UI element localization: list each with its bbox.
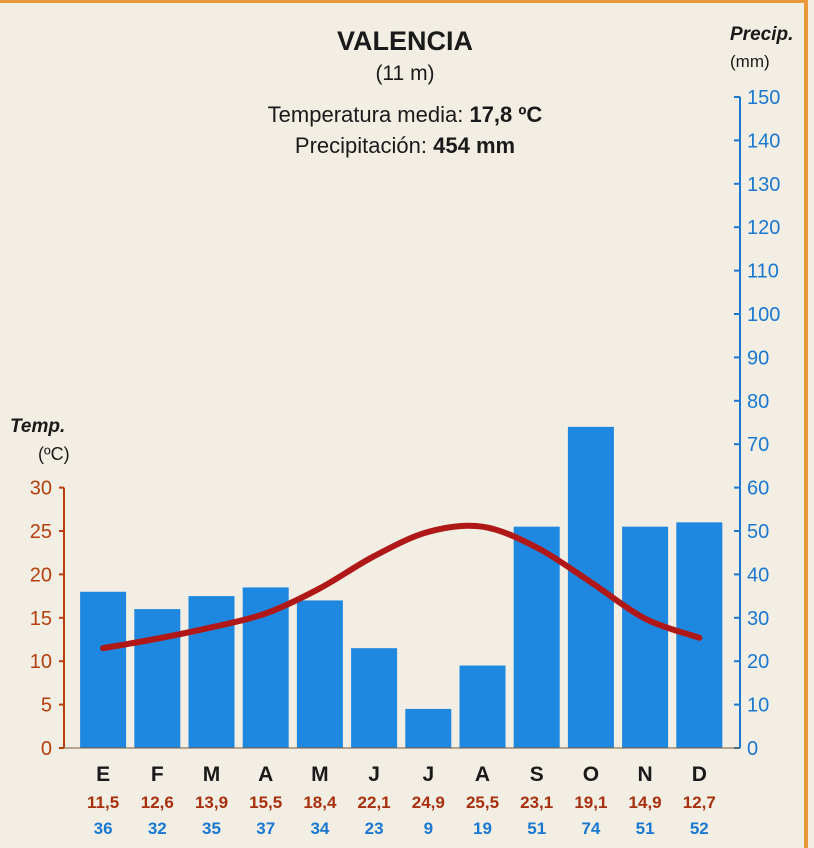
- chart-subtitle: (11 m): [375, 62, 435, 85]
- precip-bar: [567, 426, 614, 748]
- precip-value-label: 23: [365, 819, 384, 838]
- precip-bar: [188, 596, 235, 748]
- precip-value-label: 19: [473, 819, 492, 838]
- precip-value-label: 36: [94, 819, 113, 838]
- precip-axis-unit: (mm): [730, 52, 770, 71]
- temp-value-label: 13,9: [195, 793, 228, 812]
- precip-tick-label: 60: [747, 478, 769, 500]
- month-label: F: [151, 763, 164, 786]
- precip-tick-label: 10: [747, 695, 769, 717]
- temp-value-label: 18,4: [303, 793, 337, 812]
- mean-temperature: Temperatura media: 17,8 ºC: [150, 102, 660, 128]
- total-precipitation: Precipitación: 454 mm: [150, 133, 660, 159]
- precip-tick-label: 70: [747, 434, 769, 456]
- temp-tick-label: 30: [30, 478, 52, 500]
- precip-tick-label: 100: [747, 304, 780, 326]
- precip-bar: [351, 648, 398, 748]
- temp-value-label: 14,9: [629, 793, 662, 812]
- temp-value-label: 12,7: [683, 793, 716, 812]
- temp-value-label: 19,1: [574, 793, 607, 812]
- mean-temp-value: 17,8 ºC: [469, 102, 543, 127]
- month-label: S: [530, 763, 544, 786]
- precip-tick-label: 130: [747, 174, 780, 196]
- chart-title: VALENCIA: [336, 26, 473, 56]
- precip-value-label: 52: [690, 819, 709, 838]
- precip-value-label: 32: [148, 819, 167, 838]
- temp-value-label: 15,5: [249, 793, 282, 812]
- temp-axis-title: Temp.: [10, 416, 65, 437]
- precip-bar: [80, 591, 127, 748]
- precip-value-label: 74: [581, 819, 600, 838]
- temp-tick-label: 5: [41, 695, 52, 717]
- month-label: N: [638, 763, 653, 786]
- precip-value-label: 35: [202, 819, 221, 838]
- precip-value-label: 51: [527, 819, 546, 838]
- month-label: J: [368, 763, 380, 786]
- precip-tick-label: 140: [747, 130, 780, 152]
- month-label: J: [422, 763, 434, 786]
- precip-tick-label: 40: [747, 564, 769, 586]
- precip-tick-label: 30: [747, 608, 769, 630]
- month-label: D: [692, 763, 707, 786]
- precip-value-label: 34: [310, 819, 329, 838]
- temp-value-label: 12,6: [141, 793, 174, 812]
- precip-tick-label: 90: [747, 347, 769, 369]
- month-label: A: [258, 763, 273, 786]
- temp-value-label: 25,5: [466, 793, 499, 812]
- precip-axis-title: Precip.: [730, 24, 793, 45]
- temp-value-label: 11,5: [87, 793, 119, 812]
- temp-tick-label: 20: [30, 564, 52, 586]
- temp-tick-label: 15: [30, 608, 52, 630]
- precip-total-label: Precipitación:: [294, 133, 427, 158]
- temp-tick-label: 0: [41, 738, 52, 760]
- precip-bar: [459, 665, 506, 748]
- precip-value-label: 9: [424, 819, 433, 838]
- precip-tick-label: 50: [747, 521, 769, 543]
- temp-value-label: 22,1: [358, 793, 391, 812]
- precip-bar: [134, 609, 181, 748]
- temp-tick-label: 25: [30, 521, 52, 543]
- temp-axis-unit: (ºC): [38, 444, 70, 464]
- precip-bar: [405, 708, 452, 748]
- precip-tick-label: 0: [747, 738, 758, 760]
- month-label: A: [475, 763, 490, 786]
- mean-temp-label: Temperatura media:: [267, 102, 464, 127]
- precip-bar: [513, 526, 560, 748]
- precip-tick-label: 20: [747, 651, 769, 673]
- month-label: M: [311, 763, 329, 786]
- month-label: E: [96, 763, 110, 786]
- temp-tick-label: 10: [30, 651, 52, 673]
- month-label: O: [583, 763, 599, 786]
- precip-tick-label: 80: [747, 391, 769, 413]
- precip-tick-label: 150: [747, 87, 780, 109]
- temp-value-label: 23,1: [520, 793, 553, 812]
- temp-value-label: 24,9: [412, 793, 445, 812]
- precip-total-value: 454 mm: [433, 133, 516, 158]
- precip-value-label: 51: [636, 819, 655, 838]
- precip-bar: [296, 600, 343, 748]
- precip-value-label: 37: [256, 819, 275, 838]
- precip-tick-label: 120: [747, 217, 780, 239]
- temperature-line: [100, 522, 703, 652]
- month-label: M: [203, 763, 221, 786]
- precip-bar: [622, 526, 669, 748]
- precip-tick-label: 110: [747, 261, 779, 283]
